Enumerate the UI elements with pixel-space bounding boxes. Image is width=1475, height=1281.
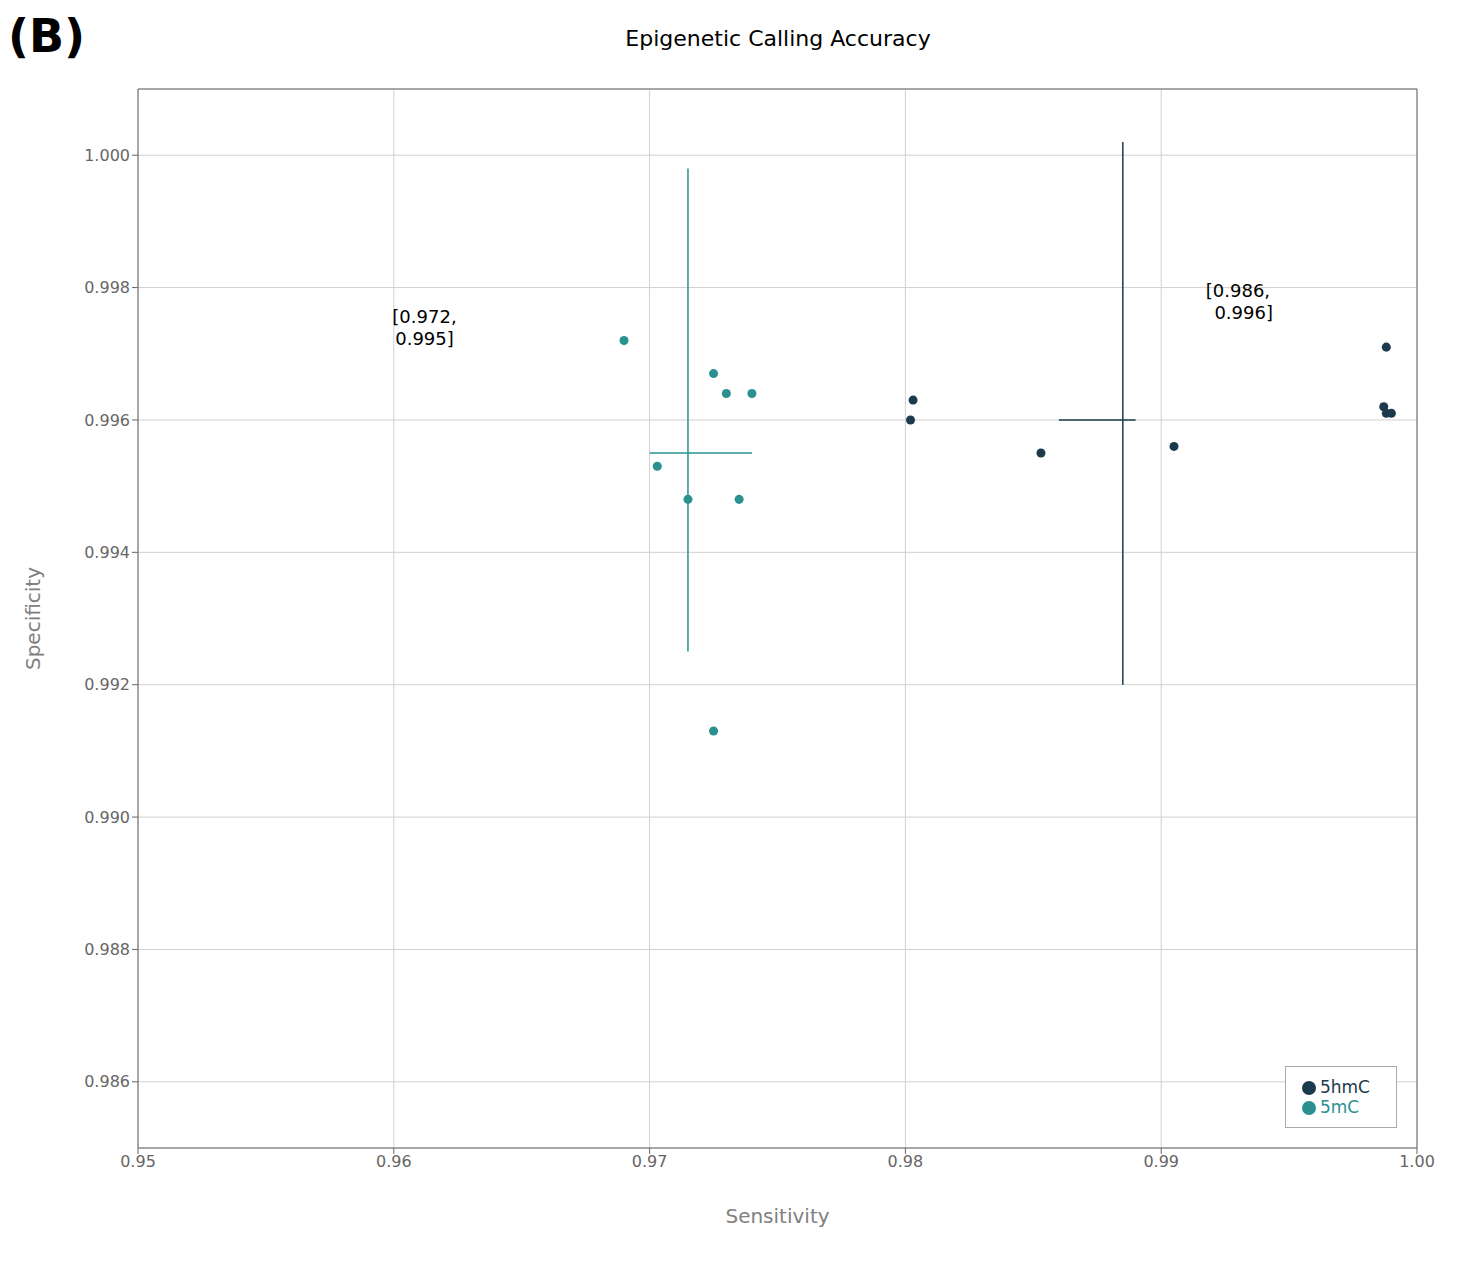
svg-text:Specificity: Specificity bbox=[21, 567, 45, 670]
svg-text:0.994: 0.994 bbox=[84, 543, 130, 562]
svg-text:[0.972,0.995]: [0.972,0.995] bbox=[392, 306, 456, 349]
svg-text:[0.986, 0.996]: [0.986, 0.996] bbox=[1203, 279, 1273, 322]
svg-text:0.988: 0.988 bbox=[84, 940, 130, 959]
svg-text:0.996: 0.996 bbox=[84, 411, 130, 430]
svg-text:1.00: 1.00 bbox=[1399, 1152, 1435, 1171]
html-text:(B): (B) bbox=[8, 9, 86, 63]
svg-text:0.95: 0.95 bbox=[120, 1152, 156, 1171]
svg-text:0.986: 0.986 bbox=[84, 1072, 130, 1091]
svg-text:0.97: 0.97 bbox=[632, 1152, 668, 1171]
html-text:5hmC: 5hmC bbox=[1320, 1077, 1370, 1097]
svg-text:0.992: 0.992 bbox=[84, 675, 130, 694]
html-text:Epigenetic Calling Accuracy: Epigenetic Calling Accuracy bbox=[625, 25, 931, 51]
svg-text:0.98: 0.98 bbox=[888, 1152, 924, 1171]
svg-text:0.998: 0.998 bbox=[84, 278, 130, 297]
svg-text:0.96: 0.96 bbox=[376, 1152, 412, 1171]
svg-text:Sensitivity: Sensitivity bbox=[725, 1204, 829, 1228]
svg-text:1.000: 1.000 bbox=[84, 146, 130, 165]
svg-text:0.990: 0.990 bbox=[84, 808, 130, 827]
html-text:5mC: 5mC bbox=[1320, 1097, 1360, 1117]
svg-text:0.99: 0.99 bbox=[1143, 1152, 1179, 1171]
